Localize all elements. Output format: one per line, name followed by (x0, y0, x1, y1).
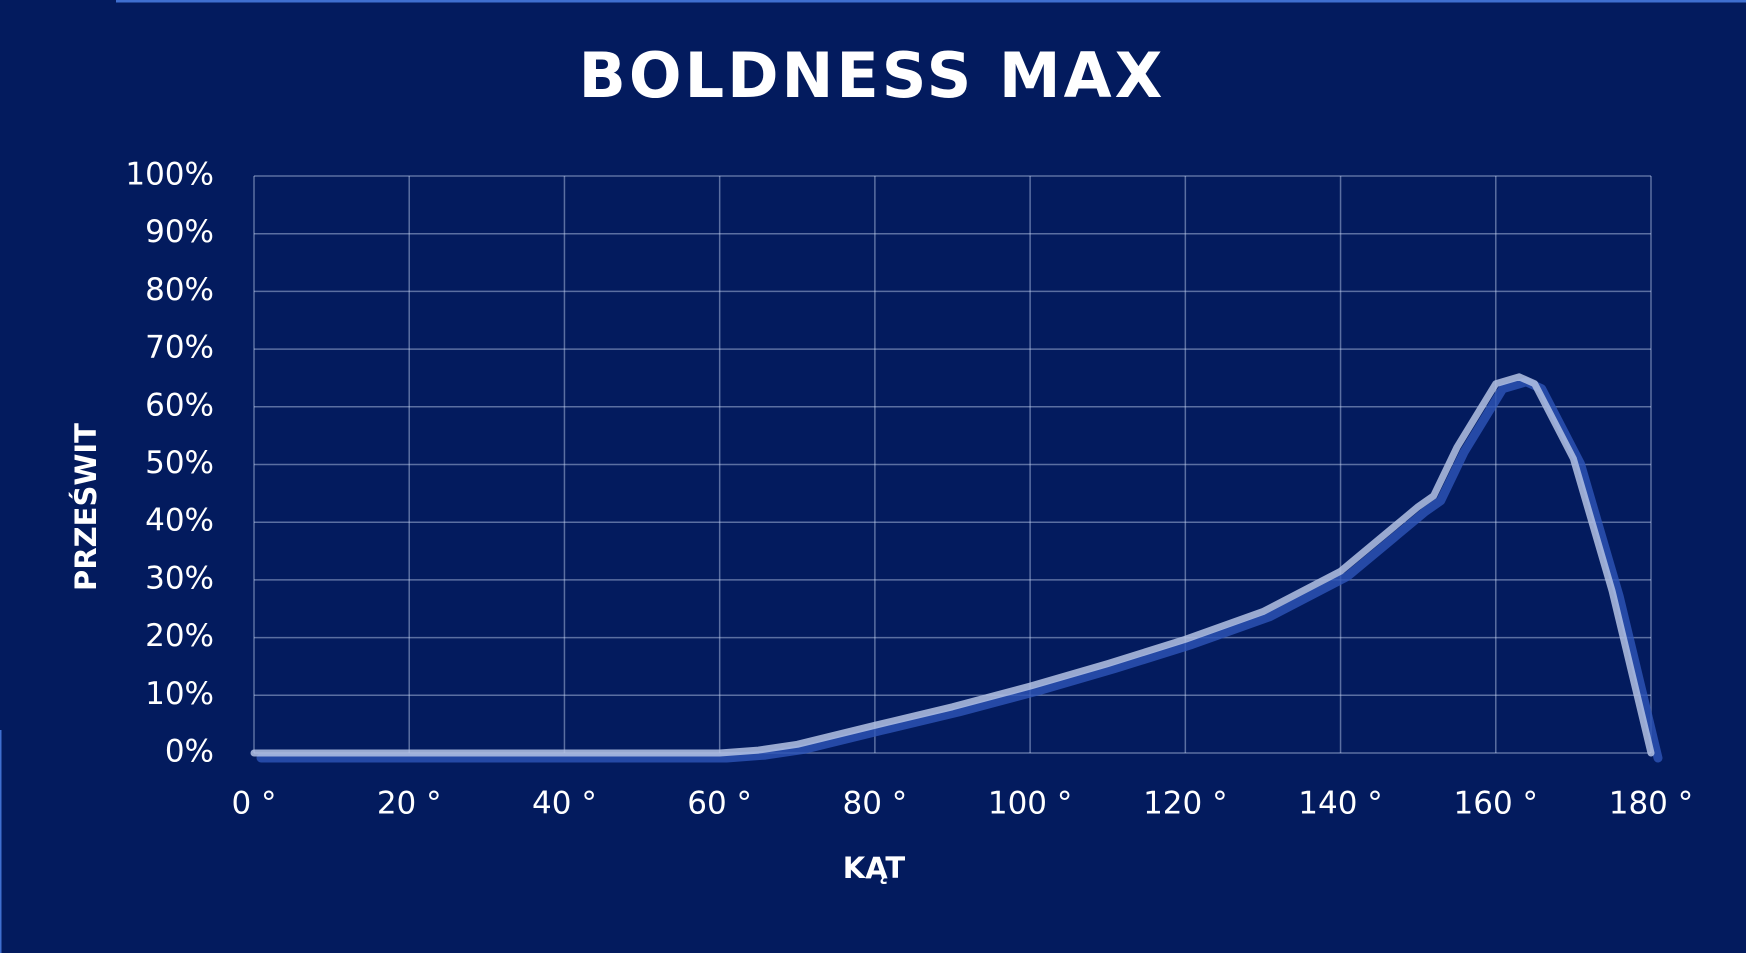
y-tick-label: 0% (165, 734, 214, 770)
y-tick-label: 70% (145, 330, 214, 366)
y-tick-label: 30% (145, 560, 214, 596)
x-tick-label: 60 ° (687, 786, 752, 822)
x-tick-label: 160 ° (1454, 786, 1539, 822)
x-tick-label: 180 ° (1609, 786, 1694, 822)
x-axis-label: KĄT (843, 851, 906, 885)
y-tick-label: 20% (145, 618, 214, 654)
x-tick-label: 100 ° (988, 786, 1073, 822)
x-tick-label: 40 ° (532, 786, 597, 822)
y-tick-label: 40% (145, 503, 214, 539)
chart-title: BOLDNESS MAX (579, 39, 1166, 112)
x-tick-label: 80 ° (842, 786, 907, 822)
y-tick-label: 60% (145, 387, 214, 423)
x-tick-label: 120 ° (1143, 786, 1228, 822)
y-axis-label: PRZEŚWIT (69, 423, 103, 591)
y-tick-label: 10% (145, 676, 214, 712)
y-tick-label: 80% (145, 272, 214, 308)
y-tick-label: 50% (145, 445, 214, 481)
x-tick-label: 140 ° (1298, 786, 1383, 822)
y-tick-label: 90% (145, 214, 214, 250)
x-tick-label: 20 ° (377, 786, 442, 822)
x-tick-label: 0 ° (231, 786, 276, 822)
data-line (250, 373, 1655, 757)
y-tick-label: 100% (125, 157, 214, 193)
